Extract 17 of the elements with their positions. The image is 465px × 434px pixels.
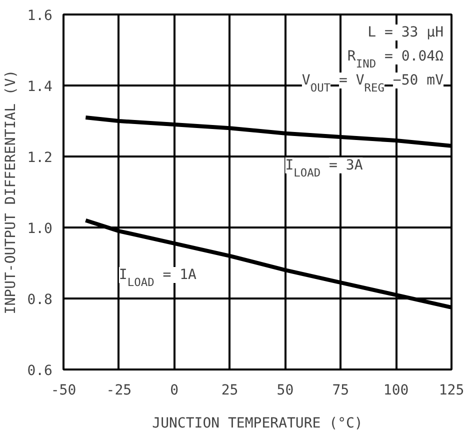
y-tick-label: 1.4 <box>27 79 53 95</box>
y-tick-label: 1.6 <box>27 8 53 24</box>
x-tick-label: 100 <box>383 382 409 398</box>
x-tick-label: 50 <box>276 382 294 398</box>
x-tick-label: 0 <box>170 382 179 398</box>
x-tick-label: 125 <box>438 382 464 398</box>
x-axis-title: JUNCTION TEMPERATURE (°C) <box>152 416 363 432</box>
y-tick-label: 0.8 <box>27 292 53 308</box>
x-tick-label: -50 <box>50 382 76 398</box>
x-tick-label: 25 <box>221 382 238 398</box>
y-tick-label: 0.6 <box>27 363 53 379</box>
x-tick-label: 75 <box>332 382 350 398</box>
y-tick-label: 1.0 <box>27 221 53 237</box>
y-tick-label: 1.2 <box>27 150 53 166</box>
x-tick-label: -25 <box>106 382 132 398</box>
y-axis-title: INPUT-OUTPUT DIFFERENTIAL (V) <box>3 70 20 314</box>
annotation: L = 33 μH <box>368 24 444 40</box>
